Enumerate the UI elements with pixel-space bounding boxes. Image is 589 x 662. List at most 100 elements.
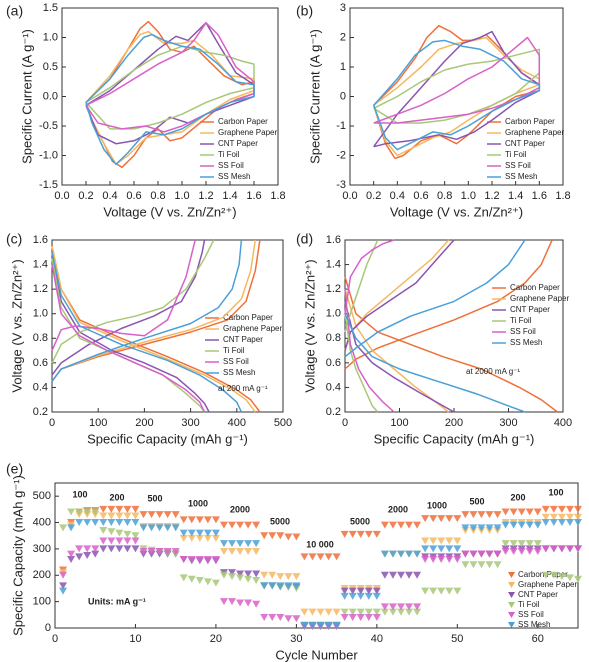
marker	[155, 511, 164, 519]
x-tick-label: 60	[532, 633, 544, 645]
marker	[203, 555, 212, 563]
marker	[83, 508, 92, 516]
marker	[380, 608, 389, 616]
marker	[284, 615, 293, 623]
marker	[260, 613, 269, 621]
marker	[99, 526, 108, 534]
marker	[59, 582, 68, 590]
y-tick-label: 1.0	[43, 31, 58, 43]
marker	[413, 603, 422, 611]
marker	[380, 550, 389, 558]
marker	[348, 608, 357, 616]
x-tick-label: 0.4	[390, 190, 405, 202]
marker	[316, 553, 325, 561]
marker	[557, 513, 566, 521]
panel-label: (e)	[6, 461, 23, 477]
marker	[59, 524, 68, 532]
marker	[155, 548, 164, 556]
marker	[388, 608, 397, 616]
x-tick-label: 100	[390, 417, 408, 429]
legend-label: Graphene Paper	[223, 324, 282, 333]
marker	[372, 613, 381, 621]
legend-label: SS Mesh	[218, 172, 250, 181]
series-line	[344, 239, 379, 413]
x-tick-label: 1.8	[555, 190, 570, 202]
legend-label: SS Mesh	[505, 172, 537, 181]
x-tick-label: 1.2	[198, 190, 213, 202]
marker	[123, 545, 132, 553]
legend-label: Graphene Paper	[510, 294, 569, 303]
marker	[396, 571, 405, 579]
marker	[437, 537, 446, 545]
marker	[469, 550, 478, 558]
marker	[340, 613, 349, 621]
annotation: 100	[72, 489, 87, 499]
marker	[228, 521, 237, 529]
marker	[268, 571, 277, 579]
marker	[99, 545, 108, 553]
marker	[461, 561, 470, 569]
marker	[252, 548, 261, 556]
marker	[509, 540, 518, 548]
marker	[525, 540, 534, 548]
marker	[300, 621, 309, 629]
marker	[413, 550, 422, 558]
marker	[91, 550, 100, 558]
marker	[364, 613, 373, 621]
series-line	[344, 239, 526, 413]
marker	[469, 561, 478, 569]
marker	[565, 545, 574, 553]
marker	[356, 608, 365, 616]
x-tick-label: 1.6	[532, 190, 547, 202]
marker	[340, 592, 349, 600]
y-tick-label: -2	[336, 149, 346, 161]
x-tick-label: 1.2	[484, 190, 499, 202]
x-tick-label: 0.0	[54, 190, 69, 202]
marker	[324, 608, 333, 616]
marker	[276, 573, 285, 581]
legend-label: Ti Foil	[223, 346, 245, 355]
x-tick-label: 300	[181, 417, 199, 429]
marker	[541, 513, 550, 521]
marker	[388, 550, 397, 558]
marker	[284, 573, 293, 581]
marker	[356, 613, 365, 621]
marker	[211, 555, 220, 563]
marker	[340, 530, 349, 538]
marker	[574, 519, 582, 527]
y-tick-label: 1.0	[33, 308, 48, 320]
marker	[252, 577, 261, 585]
marker	[115, 519, 124, 527]
marker	[348, 587, 357, 595]
panel-label: (d)	[296, 231, 313, 247]
y-tick-label: 200	[33, 569, 51, 581]
marker	[461, 550, 470, 558]
series-line	[85, 45, 255, 130]
annotation: 5000	[270, 516, 290, 526]
series-line	[51, 239, 206, 413]
marker	[421, 537, 430, 545]
marker	[405, 550, 414, 558]
marker	[405, 608, 414, 616]
marker	[574, 575, 582, 583]
y-tick-label: -3	[336, 179, 346, 191]
marker	[364, 592, 373, 600]
x-tick-label: 0	[342, 417, 348, 429]
marker	[123, 512, 132, 520]
marker	[477, 524, 486, 532]
marker	[91, 508, 100, 516]
marker	[292, 615, 301, 623]
marker	[99, 505, 108, 513]
marker	[453, 537, 462, 545]
annotation: 2000	[230, 504, 250, 514]
marker	[437, 555, 446, 563]
legend-label: Graphene Paper	[505, 128, 564, 137]
legend-label: Carbon Paper	[223, 313, 273, 322]
marker	[91, 545, 100, 553]
marker	[211, 579, 220, 587]
marker	[453, 515, 462, 523]
marker	[203, 578, 212, 586]
x-axis-label: Specific Capacity (mAh g⁻¹)	[374, 431, 535, 446]
